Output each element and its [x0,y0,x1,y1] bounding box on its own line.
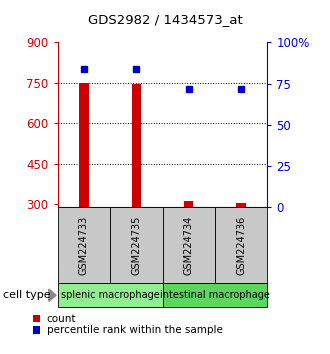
Bar [236,203,246,207]
Text: GSM224733: GSM224733 [79,216,89,275]
Bar [132,84,141,207]
Text: GDS2982 / 1434573_at: GDS2982 / 1434573_at [88,13,242,27]
Text: cell type: cell type [3,290,51,300]
Text: percentile rank within the sample: percentile rank within the sample [47,325,223,335]
Bar [184,201,193,207]
Text: count: count [47,314,76,324]
Text: splenic macrophage: splenic macrophage [61,290,159,300]
Text: GSM224734: GSM224734 [184,216,194,275]
Text: GSM224735: GSM224735 [131,216,141,275]
Text: GSM224736: GSM224736 [236,216,246,275]
Text: intestinal macrophage: intestinal macrophage [160,290,270,300]
Bar [79,83,89,207]
